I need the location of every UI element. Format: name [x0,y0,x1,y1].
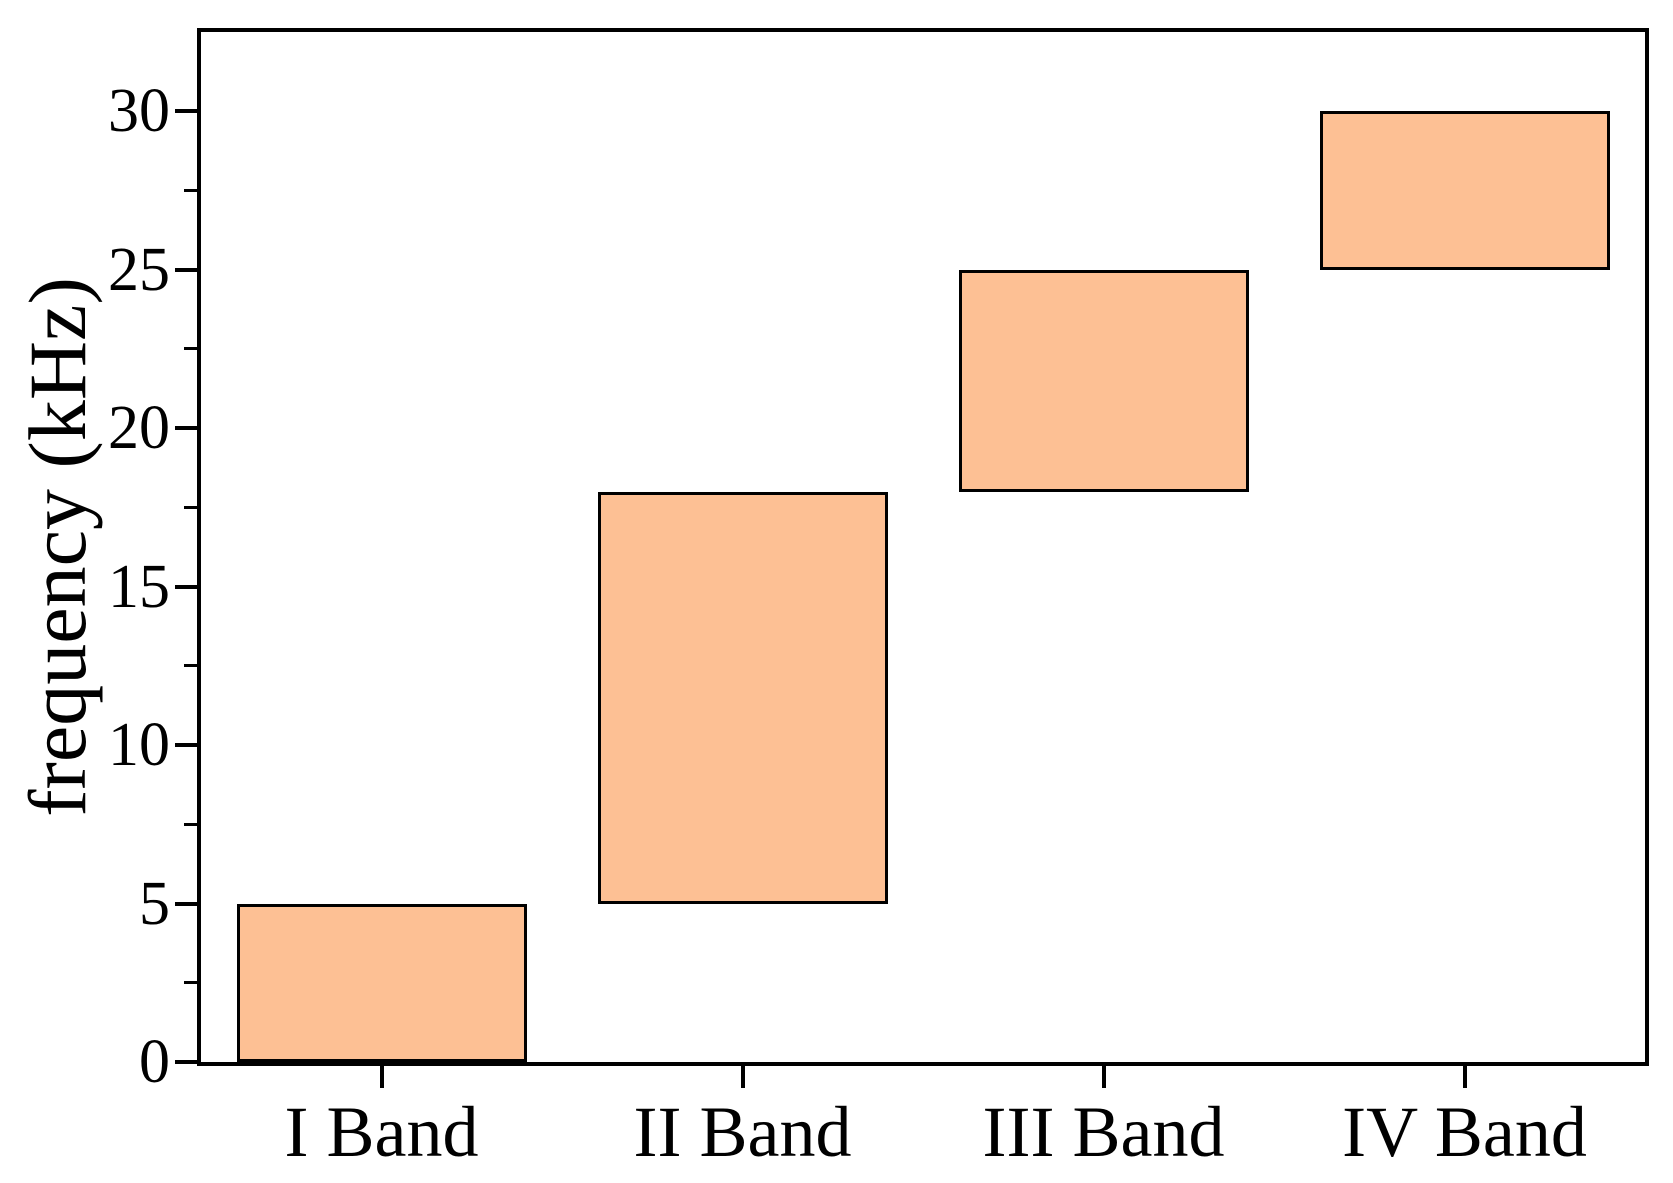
y-axis-minor-tick [184,347,197,351]
y-axis-minor-tick [184,505,197,509]
y-axis-minor-tick [184,822,197,826]
y-axis-tick-label: 30 [108,77,170,146]
range-bar-ii-band [597,491,888,904]
y-axis-major-tick [175,901,197,906]
x-axis-tick-label-iii-band: III Band [982,1092,1225,1172]
y-axis-minor-tick [184,188,197,192]
y-axis-tick-label: 25 [108,235,170,304]
y-axis-minor-tick [184,664,197,668]
y-axis-major-tick [175,109,197,114]
y-axis-major-tick [175,584,197,589]
x-axis-tick [740,1066,745,1088]
x-axis-tick [1101,1066,1106,1088]
x-axis-tick [1462,1066,1467,1088]
x-axis-tick [379,1066,384,1088]
y-axis-major-tick [175,1060,197,1064]
y-axis-tick-label: 20 [108,394,170,463]
y-axis-tick-label: 0 [139,1028,170,1096]
x-axis-tick-label-i-band: I Band [284,1092,479,1172]
x-axis-tick-label-iv-band: IV Band [1342,1092,1587,1172]
plot-area [197,28,1649,1066]
y-axis-major-tick [175,267,197,272]
y-axis-tick-label: 10 [108,711,170,780]
y-axis-tick-label: 15 [108,552,170,621]
range-bar-iv-band [1319,111,1610,270]
x-axis-tick-label-ii-band: II Band [633,1092,852,1172]
y-axis-major-tick [175,426,197,431]
y-axis-major-tick [175,743,197,748]
range-bar-iii-band [958,269,1249,492]
y-axis-minor-tick [184,981,197,985]
range-bar-i-band [236,903,527,1062]
y-axis-tick-label: 5 [139,869,170,938]
